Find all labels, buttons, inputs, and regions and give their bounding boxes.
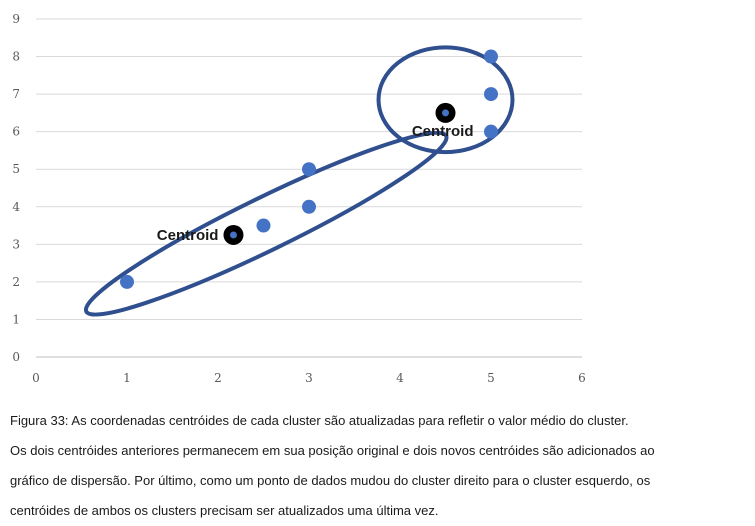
centroid-label: Centroid (157, 227, 219, 244)
data-point (302, 162, 316, 177)
x-tick-label: 3 (305, 371, 313, 385)
y-tick-label: 0 (12, 350, 20, 364)
x-tick-label: 0 (32, 371, 40, 385)
data-point (302, 199, 316, 214)
caption-line: centróides de ambos os clusters precisam… (10, 503, 439, 518)
y-tick-label: 5 (12, 162, 20, 176)
x-tick-label: 4 (396, 371, 404, 385)
data-point (484, 87, 498, 102)
cluster-ellipse-2 (376, 45, 515, 155)
caption-line: gráfico de dispersão. Por último, como u… (10, 473, 651, 488)
centroids: Centroid Centroid (157, 102, 474, 245)
data-points (120, 49, 498, 289)
scatter-chart: 0 1 2 3 4 5 6 7 8 9 0 1 2 3 4 5 6 Centroid Centroid (12, 12, 585, 385)
data-point (484, 49, 498, 64)
cluster-ellipse-1 (83, 130, 449, 317)
caption-line: Figura 33: As coordenadas centróides de … (10, 413, 629, 428)
x-tick-label: 1 (123, 371, 131, 385)
centroid-label: Centroid (412, 123, 474, 140)
y-tick-label: 9 (12, 12, 20, 26)
x-tick-label: 6 (578, 371, 586, 385)
y-tick-label: 8 (12, 50, 20, 64)
tick-labels: 0 1 2 3 4 5 6 7 8 9 0 1 2 3 4 5 6 (12, 12, 585, 385)
data-point (484, 124, 498, 139)
centroid-core (442, 109, 449, 117)
caption-line: Os dois centróides anteriores permanecem… (10, 443, 655, 458)
centroid-core (229, 231, 237, 239)
y-tick-label: 6 (12, 125, 20, 139)
cluster-ellipses (83, 45, 515, 317)
data-point (120, 274, 134, 289)
y-tick-label: 2 (12, 275, 20, 289)
data-point (256, 218, 271, 233)
y-tick-label: 1 (12, 312, 20, 326)
x-tick-label: 5 (487, 371, 495, 385)
y-tick-label: 4 (12, 200, 20, 214)
y-tick-label: 3 (12, 237, 20, 251)
x-tick-label: 2 (214, 371, 222, 385)
figure-caption: Figura 33: As coordenadas centróides de … (10, 406, 750, 526)
y-tick-label: 7 (12, 87, 20, 101)
